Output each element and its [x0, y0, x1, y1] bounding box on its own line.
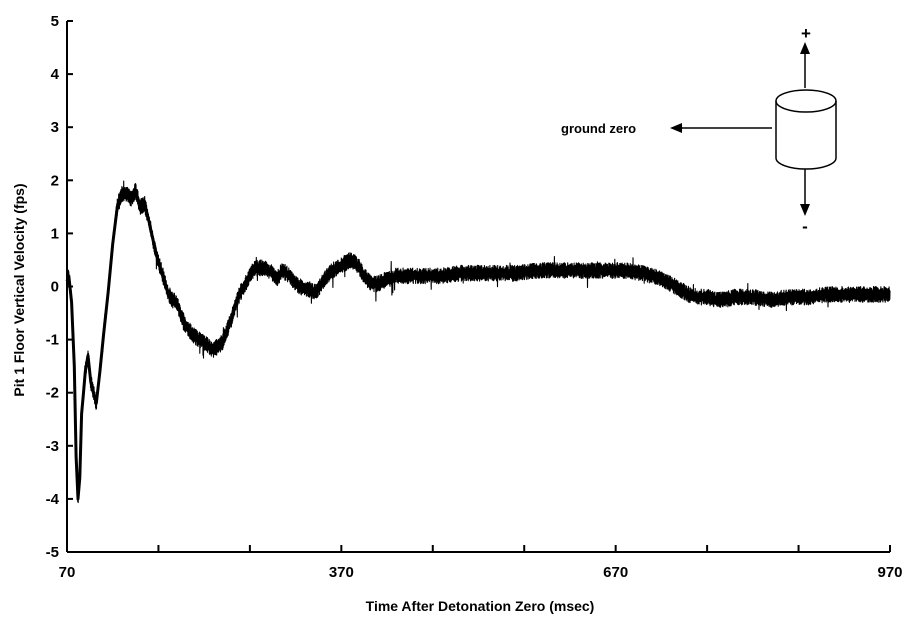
cylinder-body	[775, 101, 837, 170]
y-tick-label: -3	[46, 438, 59, 455]
y-tick-label: -5	[46, 544, 59, 561]
x-axis-label: Time After Detonation Zero (msec)	[366, 598, 595, 614]
cylinder-top	[775, 89, 837, 113]
y-tick-label: -1	[46, 332, 59, 349]
ground-zero-annotation: ground zero + -	[561, 24, 837, 236]
y-tick-label: 2	[51, 172, 59, 189]
y-tick-label: -2	[46, 385, 59, 402]
tick-labels: -5 -4 -3 -2 -1 0 1 2 3 4 5 70 370 670 970	[46, 13, 903, 581]
x-tick-label: 670	[603, 564, 628, 581]
y-tick-label: 3	[51, 119, 59, 136]
tick-marks	[66, 20, 891, 553]
y-tick-label: 5	[51, 13, 59, 30]
series-line-0	[66, 180, 891, 504]
axes	[66, 21, 890, 553]
down-arrow-head	[800, 204, 810, 216]
y-tick-label: 4	[51, 66, 60, 83]
x-tick-label: 370	[329, 564, 354, 581]
cylinder-diagram: + -	[775, 24, 837, 236]
plus-sign: +	[801, 24, 811, 43]
x-tick-label: 70	[59, 564, 76, 581]
y-axis-label: Pit 1 Floor Vertical Velocity (fps)	[11, 183, 27, 396]
ground-zero-arrow-head	[670, 123, 682, 133]
minus-sign: -	[802, 217, 808, 236]
ground-zero-label: ground zero	[561, 121, 636, 136]
y-tick-label: 1	[51, 225, 59, 242]
series-core-0	[65, 189, 890, 501]
up-arrow-head	[800, 42, 810, 54]
y-tick-label: -4	[46, 491, 60, 508]
x-tick-label: 970	[877, 564, 902, 581]
series-group	[65, 180, 891, 504]
y-tick-label: 0	[51, 279, 59, 296]
